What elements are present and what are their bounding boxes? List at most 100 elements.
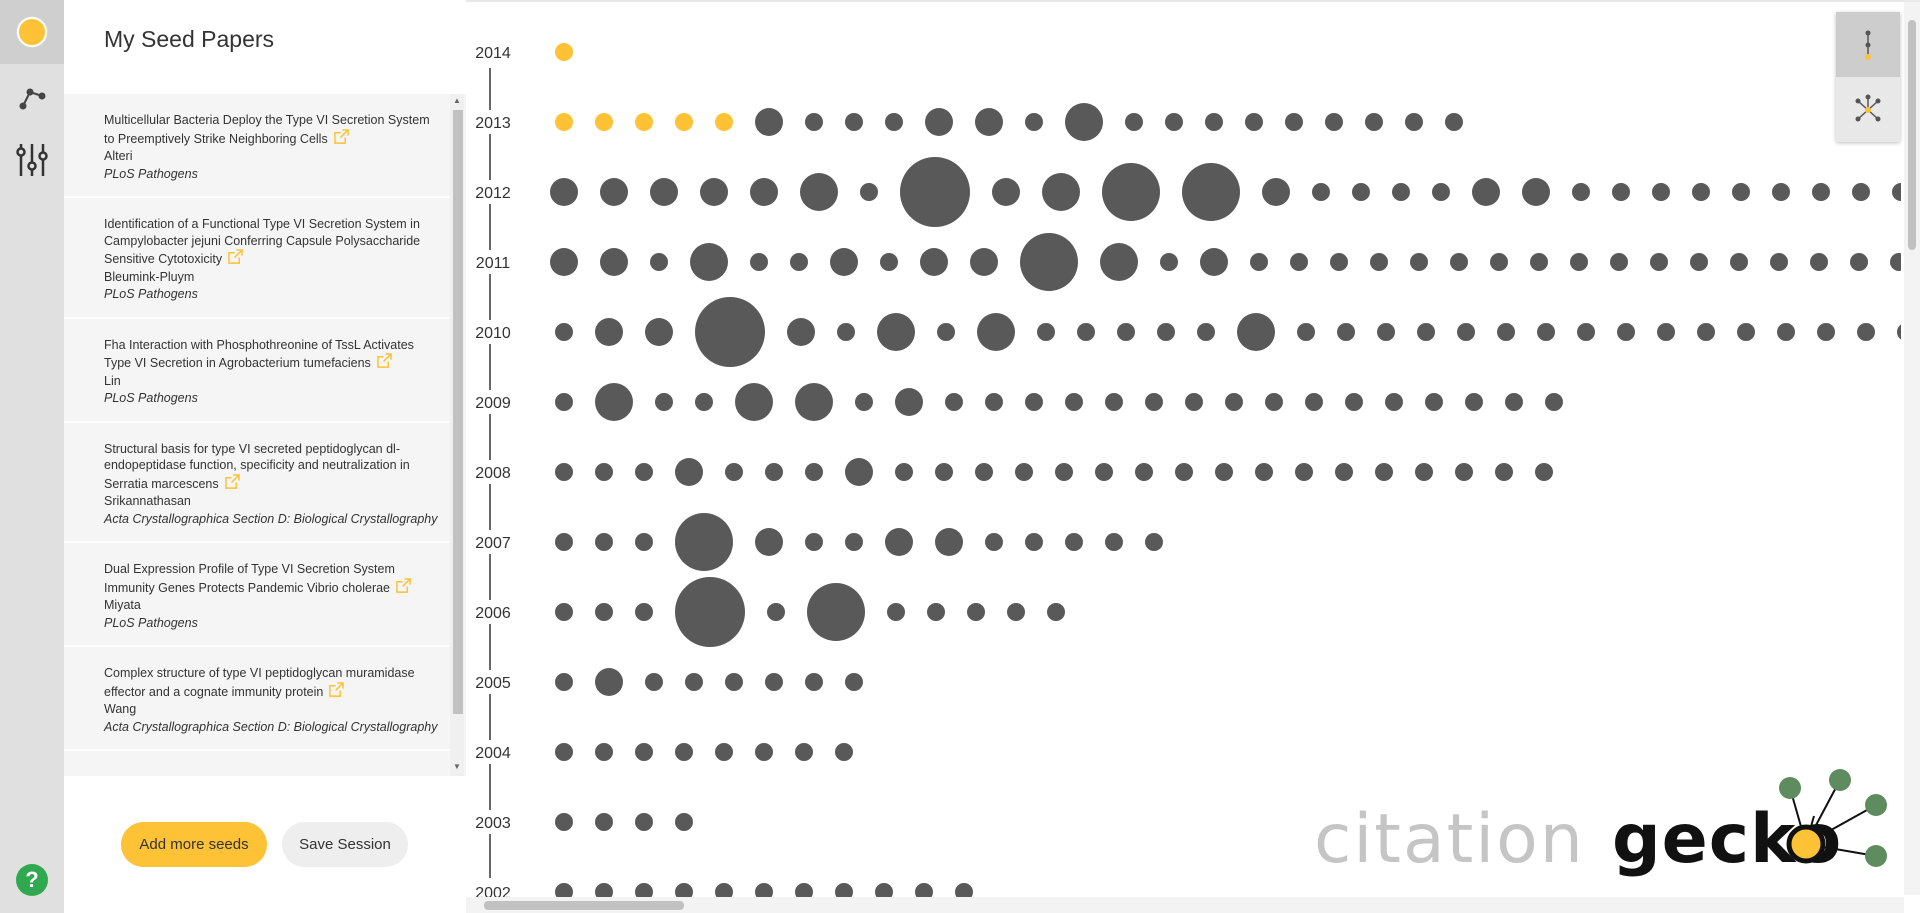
add-more-seeds-button[interactable]: Add more seeds — [121, 822, 267, 867]
paper-node[interactable] — [1852, 183, 1870, 201]
paper-node[interactable] — [1335, 463, 1353, 481]
seed-list-scrollbar[interactable]: ▲ ▼ — [450, 94, 464, 776]
paper-node[interactable] — [675, 513, 733, 571]
paper-node[interactable] — [1577, 323, 1595, 341]
paper-node[interactable] — [1497, 323, 1515, 341]
paper-node[interactable] — [595, 883, 613, 897]
network-view-button[interactable] — [1836, 77, 1900, 142]
paper-node[interactable] — [1047, 603, 1065, 621]
seed-paper-node[interactable] — [555, 113, 573, 131]
paper-node[interactable] — [1200, 248, 1228, 276]
paper-node[interactable] — [1392, 183, 1410, 201]
paper-node[interactable] — [1537, 323, 1555, 341]
seed-paper-node[interactable] — [635, 113, 653, 131]
paper-node[interactable] — [595, 668, 623, 696]
paper-node[interactable] — [1055, 463, 1073, 481]
paper-node[interactable] — [715, 743, 733, 761]
paper-node[interactable] — [807, 583, 865, 641]
paper-node[interactable] — [935, 528, 963, 556]
help-button[interactable]: ? — [16, 864, 48, 896]
paper-node[interactable] — [915, 883, 933, 897]
paper-node[interactable] — [1165, 113, 1183, 131]
paper-node[interactable] — [935, 463, 953, 481]
scroll-up-icon[interactable]: ▲ — [453, 96, 461, 105]
paper-node[interactable] — [675, 577, 745, 647]
paper-node[interactable] — [755, 883, 773, 897]
paper-node[interactable] — [1465, 393, 1483, 411]
paper-node[interactable] — [600, 248, 628, 276]
paper-node[interactable] — [837, 323, 855, 341]
paper-node[interactable] — [880, 253, 898, 271]
seed-list-scroll-thumb[interactable] — [453, 110, 463, 714]
seed-paper-node[interactable] — [595, 113, 613, 131]
paper-node[interactable] — [1025, 113, 1043, 131]
paper-node[interactable] — [895, 463, 913, 481]
paper-node[interactable] — [645, 318, 673, 346]
external-link-icon[interactable] — [329, 681, 345, 697]
paper-node[interactable] — [750, 178, 778, 206]
paper-node[interactable] — [805, 673, 823, 691]
seed-paper-item[interactable]: Complex structure of type VI peptidoglyc… — [64, 647, 449, 751]
paper-node[interactable] — [735, 383, 773, 421]
paper-node[interactable] — [715, 883, 733, 897]
paper-node[interactable] — [1617, 323, 1635, 341]
paper-node[interactable] — [1262, 178, 1290, 206]
paper-node[interactable] — [1455, 463, 1473, 481]
paper-node[interactable] — [675, 458, 703, 486]
paper-node[interactable] — [1020, 233, 1078, 291]
paper-node[interactable] — [1345, 393, 1363, 411]
paper-node[interactable] — [1370, 253, 1388, 271]
seed-paper-item[interactable]: Dual Expression Profile of Type VI Secre… — [64, 543, 449, 647]
paper-node[interactable] — [805, 533, 823, 551]
paper-node[interactable] — [1295, 463, 1313, 481]
paper-node[interactable] — [1890, 253, 1901, 271]
paper-node[interactable] — [970, 248, 998, 276]
paper-node[interactable] — [635, 533, 653, 551]
paper-node[interactable] — [1850, 253, 1868, 271]
paper-node[interactable] — [937, 323, 955, 341]
paper-node[interactable] — [1690, 253, 1708, 271]
main-vertical-scroll-thumb[interactable] — [1908, 20, 1916, 250]
seed-paper-item[interactable]: Identification of a Functional Type VI S… — [64, 198, 449, 319]
main-vertical-scrollbar[interactable] — [1904, 2, 1920, 895]
paper-node[interactable] — [927, 603, 945, 621]
paper-node[interactable] — [1530, 253, 1548, 271]
paper-node[interactable] — [555, 323, 573, 341]
paper-node[interactable] — [1892, 183, 1901, 201]
paper-node[interactable] — [1817, 323, 1835, 341]
paper-node[interactable] — [1732, 183, 1750, 201]
paper-node[interactable] — [635, 603, 653, 621]
paper-node[interactable] — [1812, 183, 1830, 201]
paper-node[interactable] — [1037, 323, 1055, 341]
main-horizontal-scroll-thumb[interactable] — [484, 901, 684, 910]
paper-node[interactable] — [887, 603, 905, 621]
paper-node[interactable] — [675, 883, 693, 897]
paper-node[interactable] — [885, 113, 903, 131]
paper-node[interactable] — [595, 533, 613, 551]
paper-node[interactable] — [885, 528, 913, 556]
paper-node[interactable] — [1457, 323, 1475, 341]
paper-node[interactable] — [767, 603, 785, 621]
paper-node[interactable] — [555, 603, 573, 621]
paper-node[interactable] — [1897, 323, 1901, 341]
paper-node[interactable] — [1185, 393, 1203, 411]
paper-node[interactable] — [1065, 103, 1103, 141]
timeline-view-button[interactable] — [1836, 12, 1900, 77]
paper-node[interactable] — [955, 883, 973, 897]
paper-node[interactable] — [1215, 463, 1233, 481]
save-session-button[interactable]: Save Session — [282, 822, 408, 867]
paper-node[interactable] — [690, 243, 728, 281]
paper-node[interactable] — [1697, 323, 1715, 341]
paper-node[interactable] — [595, 603, 613, 621]
paper-node[interactable] — [695, 297, 765, 367]
paper-node[interactable] — [795, 383, 833, 421]
paper-node[interactable] — [1145, 393, 1163, 411]
paper-node[interactable] — [675, 813, 693, 831]
paper-node[interactable] — [655, 393, 673, 411]
paper-node[interactable] — [1495, 463, 1513, 481]
scroll-down-icon[interactable]: ▼ — [453, 762, 461, 771]
paper-node[interactable] — [1612, 183, 1630, 201]
paper-node[interactable] — [1290, 253, 1308, 271]
paper-node[interactable] — [1410, 253, 1428, 271]
paper-node[interactable] — [725, 463, 743, 481]
